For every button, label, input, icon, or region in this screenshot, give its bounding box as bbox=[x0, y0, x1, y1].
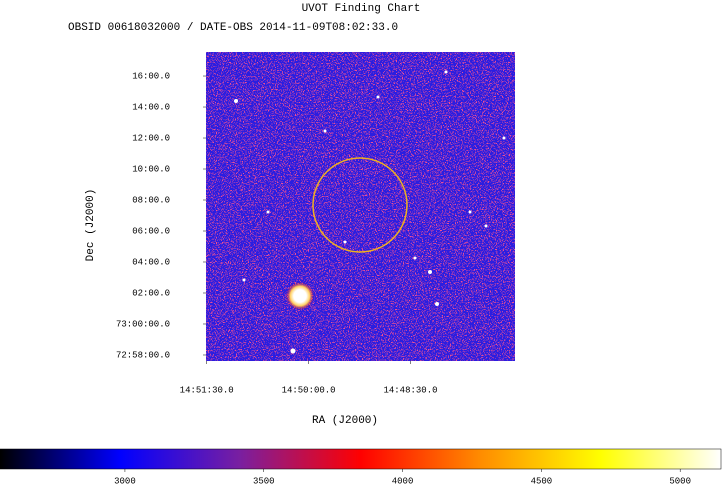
stars bbox=[234, 70, 506, 354]
y-tick-label: 72:58:00.0 bbox=[116, 350, 170, 360]
y-tick-label: 14:00.0 bbox=[132, 102, 170, 112]
colorbar-tick-label: 4000 bbox=[392, 476, 414, 486]
sky-image bbox=[206, 52, 515, 361]
colorbar-tick-label: 3500 bbox=[253, 476, 275, 486]
y-tick-label: 08:00.0 bbox=[132, 195, 170, 205]
y-tick-label: 73:00:00.0 bbox=[116, 319, 170, 329]
bright-star bbox=[286, 282, 314, 310]
colorbar bbox=[0, 448, 722, 470]
x-tick-label: 14:51:30.0 bbox=[180, 385, 234, 395]
chart-subtitle: OBSID 00618032000 / DATE-OBS 2014-11-09T… bbox=[68, 22, 398, 34]
y-tick-label: 16:00.0 bbox=[132, 71, 170, 81]
colorbar-tick-label: 4500 bbox=[531, 476, 553, 486]
colorbar-tick-label: 5000 bbox=[669, 476, 691, 486]
image-noise bbox=[206, 52, 515, 361]
colorbar-tick-label: 3000 bbox=[114, 476, 136, 486]
y-axis-label: Dec (J2000) bbox=[85, 189, 97, 262]
source-region bbox=[312, 157, 408, 253]
chart-title: UVOT Finding Chart bbox=[302, 3, 421, 15]
y-tick-label: 06:00.0 bbox=[132, 226, 170, 236]
y-tick-label: 12:00.0 bbox=[132, 133, 170, 143]
x-axis-label: RA (J2000) bbox=[312, 415, 378, 427]
x-tick-label: 14:50:00.0 bbox=[282, 385, 336, 395]
y-tick-label: 10:00.0 bbox=[132, 164, 170, 174]
y-tick-label: 02:00.0 bbox=[132, 288, 170, 298]
y-tick-label: 04:00.0 bbox=[132, 257, 170, 267]
x-tick-label: 14:48:30.0 bbox=[383, 385, 437, 395]
